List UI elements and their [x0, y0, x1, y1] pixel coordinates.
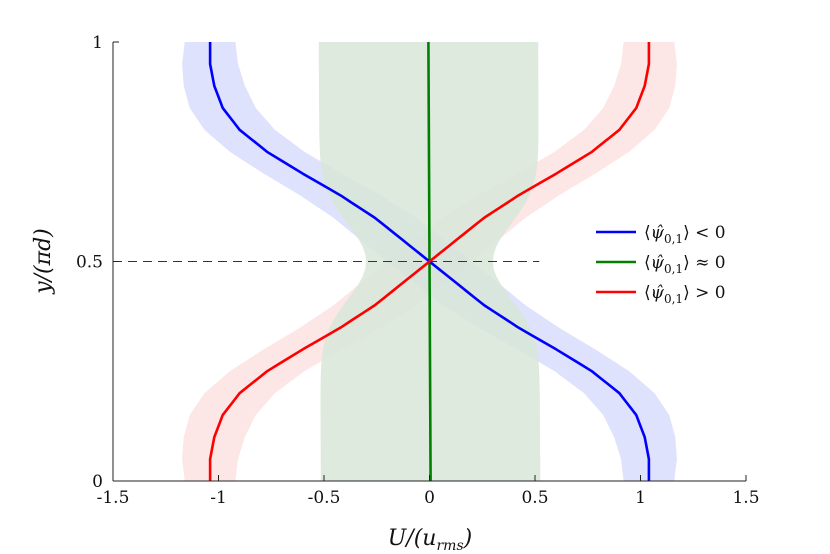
legend: ⟨ψ̂0,1⟩ < 0 ⟨ψ̂0,1⟩ ≈ 0 ⟨ψ̂0,1⟩ > 0 [596, 223, 726, 306]
y-tick-label: 0 [92, 472, 103, 492]
x-tick-label: 0.5 [521, 488, 548, 508]
x-tick-label: 1.5 [732, 488, 759, 508]
y-ticks: 00.51 [76, 33, 119, 492]
y-tick-label: 0.5 [76, 253, 103, 273]
x-axis-label: U/(urms) [388, 526, 472, 554]
series-line-2 [208, 42, 651, 481]
x-ticks: -1.5 -1 -0.5 0 0.5 1 1.5 [97, 475, 760, 508]
legend-label-1: ⟨ψ̂0,1⟩ ≈ 0 [644, 253, 726, 276]
y-axis-label: y/(πd) [31, 228, 56, 295]
x-tick-label: 1 [635, 488, 646, 508]
x-tick-label: -1.5 [97, 488, 130, 508]
x-tick-label: -0.5 [308, 488, 341, 508]
legend-label-0: ⟨ψ̂0,1⟩ < 0 [644, 223, 726, 246]
x-tick-label: 0 [424, 488, 435, 508]
x-tick-label: -1 [210, 488, 227, 508]
y-tick-label: 1 [92, 33, 103, 53]
legend-label-2: ⟨ψ̂0,1⟩ > 0 [644, 283, 726, 306]
series-lines [208, 41, 651, 482]
